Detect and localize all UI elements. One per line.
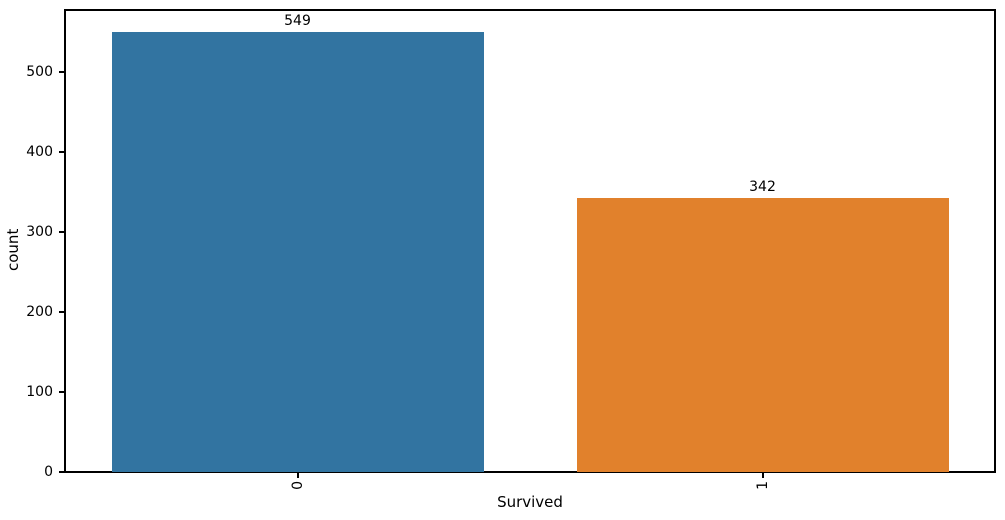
bar-value-label-1: 342 <box>749 179 776 196</box>
y-tick-mark-500 <box>59 70 64 73</box>
x-tick-label-0: 0 <box>289 481 306 490</box>
bar-value-label-0: 549 <box>284 13 311 30</box>
y-tick-label-200: 200 <box>26 303 53 320</box>
x-axis-label: Survived <box>497 493 563 511</box>
y-tick-mark-400 <box>59 150 64 153</box>
y-axis-right-spine <box>994 9 996 473</box>
x-tick-mark-1 <box>761 473 764 478</box>
x-axis-top-spine <box>64 9 996 11</box>
y-tick-label-100: 100 <box>26 383 53 400</box>
x-tick-label-1: 1 <box>754 481 771 490</box>
y-tick-label-300: 300 <box>26 223 53 240</box>
y-tick-mark-200 <box>59 310 64 313</box>
x-axis-bottom-spine <box>64 471 996 473</box>
y-tick-mark-0 <box>59 471 64 473</box>
y-tick-mark-300 <box>59 230 64 233</box>
y-tick-label-400: 400 <box>26 143 53 160</box>
y-tick-label-0: 0 <box>44 464 53 480</box>
y-tick-label-500: 500 <box>26 63 53 80</box>
y-axis-left-spine <box>64 9 66 473</box>
y-axis-label: count <box>4 228 22 271</box>
bar-survived-0 <box>111 32 484 472</box>
x-tick-mark-0 <box>296 473 299 478</box>
y-tick-mark-100 <box>59 390 64 393</box>
bar-survived-1 <box>576 198 949 472</box>
